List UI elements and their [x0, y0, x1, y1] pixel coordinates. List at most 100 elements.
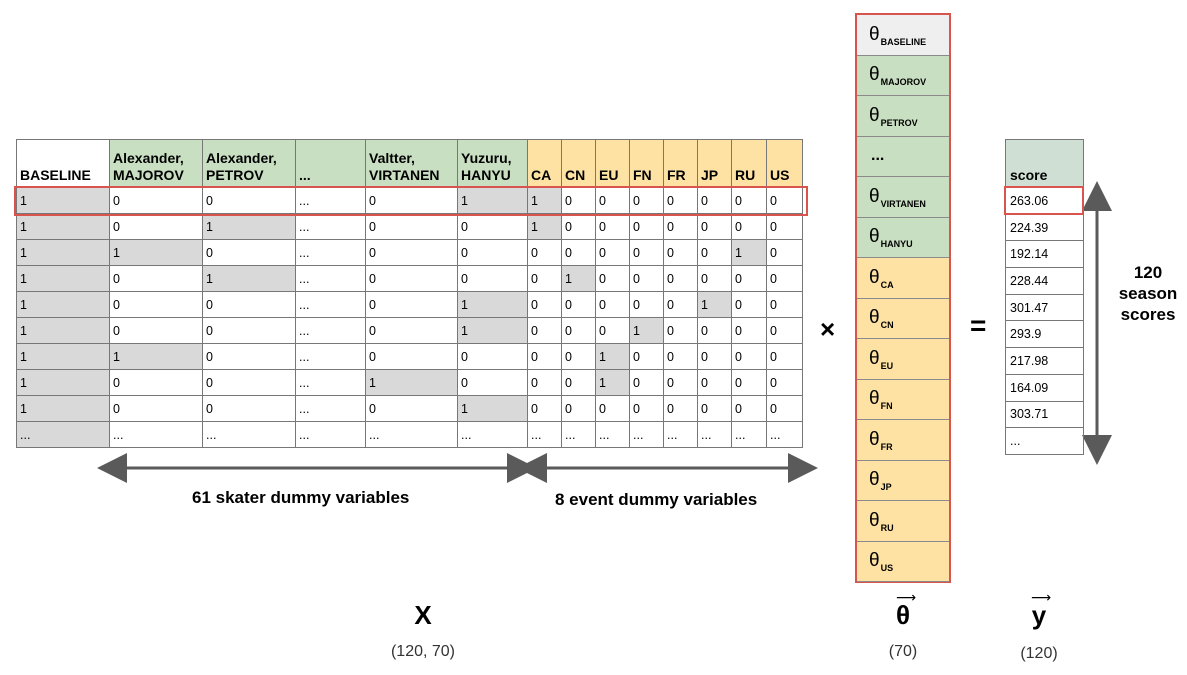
x-matrix-cell: 0 — [766, 343, 803, 370]
x-matrix-cell: 0 — [561, 369, 596, 396]
x-matrix-cell: 0 — [663, 317, 698, 344]
x-matrix-row: 1 1 0... 0 0 0 0 1 0 0 0 0 0 — [16, 343, 803, 370]
score-cell: 164.09 — [1005, 373, 1084, 402]
theta-symbol: θ — [869, 23, 880, 45]
score-cell: 263.06 — [1005, 187, 1084, 215]
theta-subscript: FR — [880, 441, 893, 452]
x-matrix-cell: ... — [365, 421, 458, 448]
x-matrix-cell: 0 — [561, 343, 596, 370]
x-column-header: FR — [663, 139, 698, 188]
theta-entry: θ HANYU — [857, 217, 949, 258]
theta-subscript: VIRTANEN — [880, 198, 926, 209]
x-matrix-cell: 1 — [629, 317, 664, 344]
x-matrix-cell: 0 — [202, 395, 296, 422]
x-column-header: CA — [527, 139, 562, 188]
x-matrix-table: BASELINE Alexander, MAJOROV Alexander, PET… — [16, 139, 803, 448]
theta-symbol: θ — [869, 347, 880, 369]
x-column-header: Valtter, VIRTANEN — [365, 139, 458, 188]
theta-subscript: RU — [880, 522, 894, 533]
x-matrix-cell: 1 — [457, 395, 528, 422]
x-column-header: US — [766, 139, 803, 188]
theta-vector: θ BASELINE θ MAJOROV θ PETROV... θ VIRTANEN θ HAN… — [855, 13, 951, 583]
theta-symbol: θ — [869, 509, 880, 531]
x-matrix-cell: 1 — [365, 369, 458, 396]
x-matrix-cell: ... — [295, 421, 366, 448]
x-matrix-cell: 1 — [561, 265, 596, 292]
y-arrow-icon: ⟶ — [1031, 589, 1052, 605]
theta-subscript: JP — [880, 482, 892, 493]
x-matrix-cell: 0 — [365, 291, 458, 318]
x-column-header: RU — [731, 139, 767, 188]
theta-subscript: FN — [880, 401, 893, 412]
multiply-operator: × — [820, 314, 836, 344]
x-column-header: Yuzuru, HANYU — [457, 139, 528, 188]
score-cell: 224.39 — [1005, 213, 1084, 242]
x-matrix-cell: 0 — [766, 265, 803, 292]
x-matrix-cell: 1 — [16, 187, 110, 214]
theta-entry: θ FR — [857, 420, 949, 461]
theta-entry: θ FN — [857, 379, 949, 420]
score-cell: 303.71 — [1005, 400, 1084, 429]
x-matrix-cell: 0 — [202, 317, 296, 344]
theta-entry: θ JP — [857, 460, 949, 501]
theta-symbol: θ — [869, 64, 880, 86]
x-matrix-cell: 1 — [109, 239, 203, 266]
x-matrix-cell: 1 — [16, 291, 110, 318]
x-matrix-cell: 1 — [16, 239, 110, 266]
x-matrix-cell: 0 — [109, 187, 203, 214]
x-column-header: JP — [697, 139, 732, 188]
x-matrix-header-row: BASELINE Alexander, MAJOROV Alexander, PET… — [16, 139, 803, 188]
x-matrix-cell: ... — [295, 265, 366, 292]
x-matrix-cell: ... — [697, 421, 732, 448]
theta-subscript: PETROV — [880, 117, 918, 128]
x-matrix-cell: 0 — [766, 369, 803, 396]
season-scores-label: 120 season scores — [1118, 263, 1178, 324]
theta-shape: (70) — [888, 643, 918, 660]
x-matrix-cell: 0 — [629, 343, 664, 370]
theta-symbol: θ — [869, 185, 880, 207]
x-matrix-cell: ... — [629, 421, 664, 448]
theta-entry: θ RU — [857, 501, 949, 542]
x-column-header: FN — [629, 139, 664, 188]
x-matrix-cell: ... — [109, 421, 203, 448]
x-matrix-cell: 0 — [697, 317, 732, 344]
x-matrix-cell: 0 — [527, 239, 562, 266]
x-matrix-cell: 1 — [202, 213, 296, 240]
theta-arrow-icon: ⟶ — [896, 589, 917, 605]
theta-symbol: θ — [869, 469, 880, 491]
x-column-header: CN — [561, 139, 596, 188]
theta-symbol: θ — [869, 226, 880, 248]
theta-entry: θ US — [857, 541, 949, 582]
x-matrix-cell: 0 — [697, 369, 732, 396]
x-matrix-cell: 0 — [109, 317, 203, 344]
theta-subscript: US — [880, 563, 894, 574]
theta-entry: θ PETROV — [857, 96, 949, 137]
score-cell: 192.14 — [1005, 240, 1084, 269]
x-matrix-cell: 0 — [202, 291, 296, 318]
x-matrix-cell: ... — [295, 239, 366, 266]
x-matrix-row: ........................................… — [16, 421, 803, 448]
x-matrix-cell: 0 — [731, 291, 767, 318]
theta-entry: θ CA — [857, 258, 949, 299]
x-matrix-cell: 0 — [457, 239, 528, 266]
x-matrix-cell: 0 — [457, 343, 528, 370]
x-matrix-cell: 0 — [697, 213, 732, 240]
theta-symbol: θ — [869, 550, 880, 572]
x-matrix-cell: 0 — [365, 213, 458, 240]
score-cell: ... — [1005, 427, 1084, 455]
theta-name: θ — [895, 600, 911, 630]
theta-subscript: MAJOROV — [880, 77, 927, 88]
x-matrix-cell: ... — [663, 421, 698, 448]
x-matrix-cell: 0 — [595, 395, 630, 422]
x-matrix-cell: ... — [295, 187, 366, 214]
x-matrix-cell: 1 — [16, 265, 110, 292]
x-matrix-cell: 0 — [663, 369, 698, 396]
score-cell: 301.47 — [1005, 293, 1084, 322]
x-matrix-row: 1 1 0... 0 0 0 0 0 0 0 0 1 0 — [16, 239, 803, 266]
x-column-header: Alexander, PETROV — [202, 139, 296, 188]
x-matrix-cell: 0 — [561, 291, 596, 318]
x-matrix-cell: 0 — [595, 291, 630, 318]
x-matrix-cell: 0 — [697, 239, 732, 266]
score-cell: 217.98 — [1005, 347, 1084, 375]
y-shape: (120) — [1020, 645, 1058, 662]
